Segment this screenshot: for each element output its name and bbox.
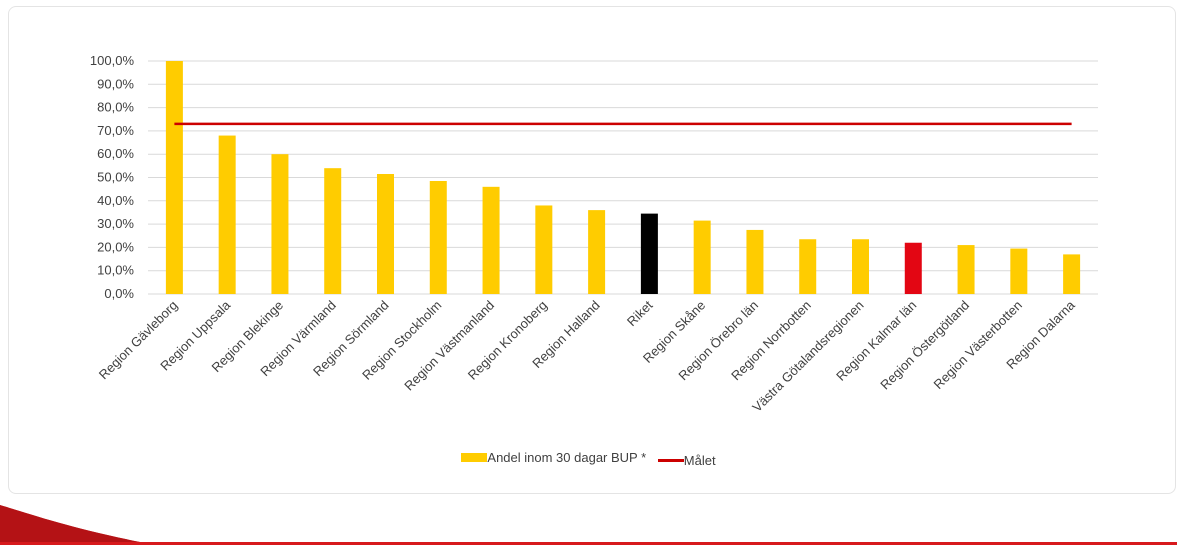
bar	[377, 174, 394, 294]
bar	[693, 220, 711, 294]
bar	[852, 239, 869, 294]
y-tick-label: 30,0%	[97, 216, 134, 231]
x-tick-label: Region Västerbotten	[931, 298, 1025, 392]
y-tick-label: 20,0%	[97, 239, 134, 254]
footer-decoration	[0, 505, 1177, 545]
bar	[640, 213, 658, 294]
bar	[1063, 254, 1081, 294]
bar	[218, 135, 236, 294]
bar	[957, 245, 975, 294]
legend-swatch-line	[657, 459, 684, 462]
bar	[324, 168, 342, 294]
bar	[165, 61, 183, 294]
legend-swatch-bar	[461, 453, 488, 462]
y-tick-label: 10,0%	[97, 263, 134, 278]
bar	[429, 180, 447, 294]
bar	[746, 229, 764, 294]
x-tick-label: Region Östergötland	[877, 298, 972, 393]
footer-swoosh-shade	[0, 505, 140, 542]
y-tick-label: 50,0%	[97, 170, 134, 185]
bar	[535, 205, 553, 294]
bar	[799, 239, 817, 294]
gridlines	[148, 60, 1098, 295]
x-tick-label: Region Västmanland	[401, 298, 497, 394]
y-axis: 0,0% 10,0% 20,0% 30,0% 40,0% 50,0% 60,0% 70,0% 8…	[90, 53, 135, 301]
y-tick-label: 100,0%	[90, 53, 135, 68]
footer-swoosh	[0, 505, 1177, 545]
y-tick-label: 70,0%	[97, 123, 134, 138]
bar	[588, 210, 606, 294]
bar	[1010, 248, 1028, 294]
legend-label-line: Målet	[683, 453, 716, 468]
bar	[904, 242, 922, 294]
bar	[482, 186, 500, 294]
y-tick-label: 40,0%	[97, 193, 134, 208]
y-tick-label: 80,0%	[97, 100, 134, 115]
bar	[271, 154, 289, 294]
legend-item-line: Målet	[657, 453, 716, 468]
legend-label-bar: Andel inom 30 dagar BUP *	[487, 450, 647, 465]
y-tick-label: 60,0%	[97, 146, 134, 161]
y-tick-label: 90,0%	[97, 76, 134, 91]
legend: Andel inom 30 dagar BUP * Målet	[0, 450, 1177, 468]
bars	[165, 61, 1081, 294]
y-tick-label: 0,0%	[104, 286, 134, 301]
legend-item-bar: Andel inom 30 dagar BUP *	[461, 450, 646, 465]
x-tick-label: Riket	[624, 297, 656, 329]
